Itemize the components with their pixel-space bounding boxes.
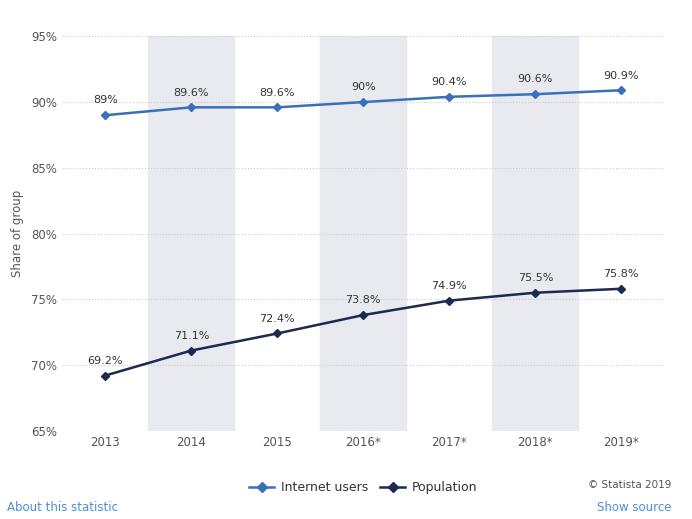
Text: 89.6%: 89.6% [174, 88, 209, 98]
Text: 75.5%: 75.5% [518, 273, 553, 283]
Text: 90.6%: 90.6% [518, 74, 553, 85]
Text: 71.1%: 71.1% [174, 331, 209, 341]
Text: 73.8%: 73.8% [345, 295, 381, 305]
Text: 90.4%: 90.4% [432, 77, 467, 87]
Text: 89%: 89% [93, 95, 118, 105]
Text: 89.6%: 89.6% [260, 88, 295, 98]
Bar [492, 36, 579, 431]
Text: 90.9%: 90.9% [603, 71, 639, 80]
Text: About this statistic: About this statistic [7, 501, 118, 514]
Y-axis label: Share of group: Share of group [12, 190, 24, 277]
Text: 74.9%: 74.9% [432, 281, 467, 291]
Bar [320, 36, 406, 431]
Text: 72.4%: 72.4% [260, 314, 295, 324]
Legend: Internet users, Population: Internet users, Population [244, 476, 482, 499]
Text: 90%: 90% [351, 83, 376, 92]
Text: 69.2%: 69.2% [87, 356, 123, 366]
Bar [148, 36, 235, 431]
Text: © Statista 2019: © Statista 2019 [588, 481, 671, 490]
Text: Show source: Show source [597, 501, 671, 514]
Text: 75.8%: 75.8% [603, 269, 639, 279]
